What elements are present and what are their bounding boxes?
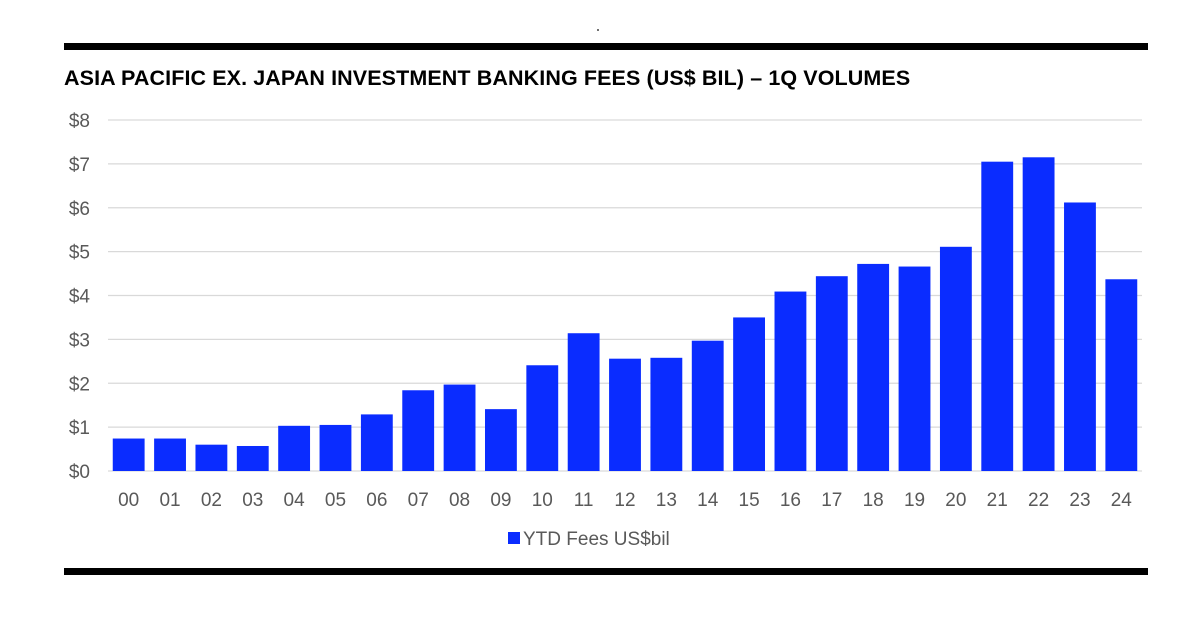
x-tick-label: 17 (821, 490, 842, 511)
bar-13 (650, 357, 683, 471)
x-tick-label: 09 (490, 490, 511, 511)
bar-23 (1064, 202, 1096, 472)
legend-swatch (508, 532, 520, 544)
bar-24 (1105, 279, 1138, 471)
y-axis-ticks: $0 $1 $2 $3 $4 $5 $6 $7 $8 (69, 111, 91, 483)
x-tick-label: 13 (656, 490, 677, 511)
bar-15 (733, 317, 766, 471)
bar-14 (691, 340, 724, 471)
x-tick-label: 22 (1028, 490, 1049, 511)
y-tick-label: $0 (69, 462, 90, 483)
bar-21 (981, 161, 1014, 471)
chart-title: ASIA PACIFIC EX. JAPAN INVESTMENT BANKIN… (64, 66, 911, 90)
bar-08 (443, 384, 476, 471)
bar-06 (360, 414, 393, 471)
x-tick-label: 07 (408, 490, 429, 511)
bottom-rule (64, 568, 1148, 575)
y-tick-label: $1 (69, 418, 90, 439)
y-tick-label: $2 (69, 374, 90, 395)
x-tick-label: 16 (780, 490, 801, 511)
x-tick-label: 12 (614, 490, 635, 511)
y-tick-label: $4 (69, 287, 91, 308)
x-tick-label: 23 (1069, 490, 1090, 511)
x-tick-label: 14 (697, 490, 719, 511)
x-tick-label: 18 (863, 490, 884, 511)
y-tick-label: $7 (69, 155, 90, 176)
x-tick-label: 19 (904, 490, 925, 511)
bar-07 (402, 390, 435, 471)
x-tick-label: 00 (118, 490, 139, 511)
x-tick-label: 20 (945, 490, 966, 511)
x-tick-label: 24 (1111, 490, 1133, 511)
x-tick-label: 11 (574, 490, 594, 511)
bar-22 (1022, 157, 1055, 471)
x-tick-label: 15 (739, 490, 760, 511)
x-tick-label: 02 (201, 490, 222, 511)
bars (112, 157, 1138, 472)
bar-12 (609, 358, 641, 471)
y-tick-label: $3 (69, 330, 90, 351)
y-tick-label: $5 (69, 243, 90, 264)
top-rule (64, 43, 1148, 50)
bar-09 (484, 409, 517, 471)
x-tick-label: 10 (532, 490, 553, 511)
y-tick-label: $6 (69, 199, 90, 220)
x-tick-label: 01 (159, 490, 180, 511)
bar-04 (278, 425, 311, 471)
x-tick-label: 21 (987, 490, 1008, 511)
bar-16 (774, 291, 807, 471)
legend: YTD Fees US$bil (508, 529, 670, 550)
bar-18 (857, 263, 890, 471)
bar-20 (939, 246, 972, 471)
bar-19 (898, 266, 931, 471)
x-tick-label: 05 (325, 490, 346, 511)
bar-00 (112, 438, 145, 471)
x-tick-label: 03 (242, 490, 263, 511)
bar-03 (236, 445, 269, 471)
bar-05 (319, 424, 352, 471)
x-tick-label: 04 (284, 490, 306, 511)
x-tick-label: 06 (366, 490, 387, 511)
bar-01 (154, 438, 186, 471)
decorative-dot (597, 29, 599, 31)
bar-17 (815, 276, 848, 471)
legend-label: YTD Fees US$bil (523, 529, 670, 550)
x-tick-label: 08 (449, 490, 470, 511)
x-axis-ticks: 00 01 02 03 04 05 06 07 08 09 10 11 12 13 14 15 16 17 18 19… (118, 490, 1132, 511)
bar-10 (526, 365, 559, 471)
y-tick-label: $8 (69, 111, 90, 132)
bar-11 (567, 333, 600, 471)
bar-02 (195, 444, 228, 471)
